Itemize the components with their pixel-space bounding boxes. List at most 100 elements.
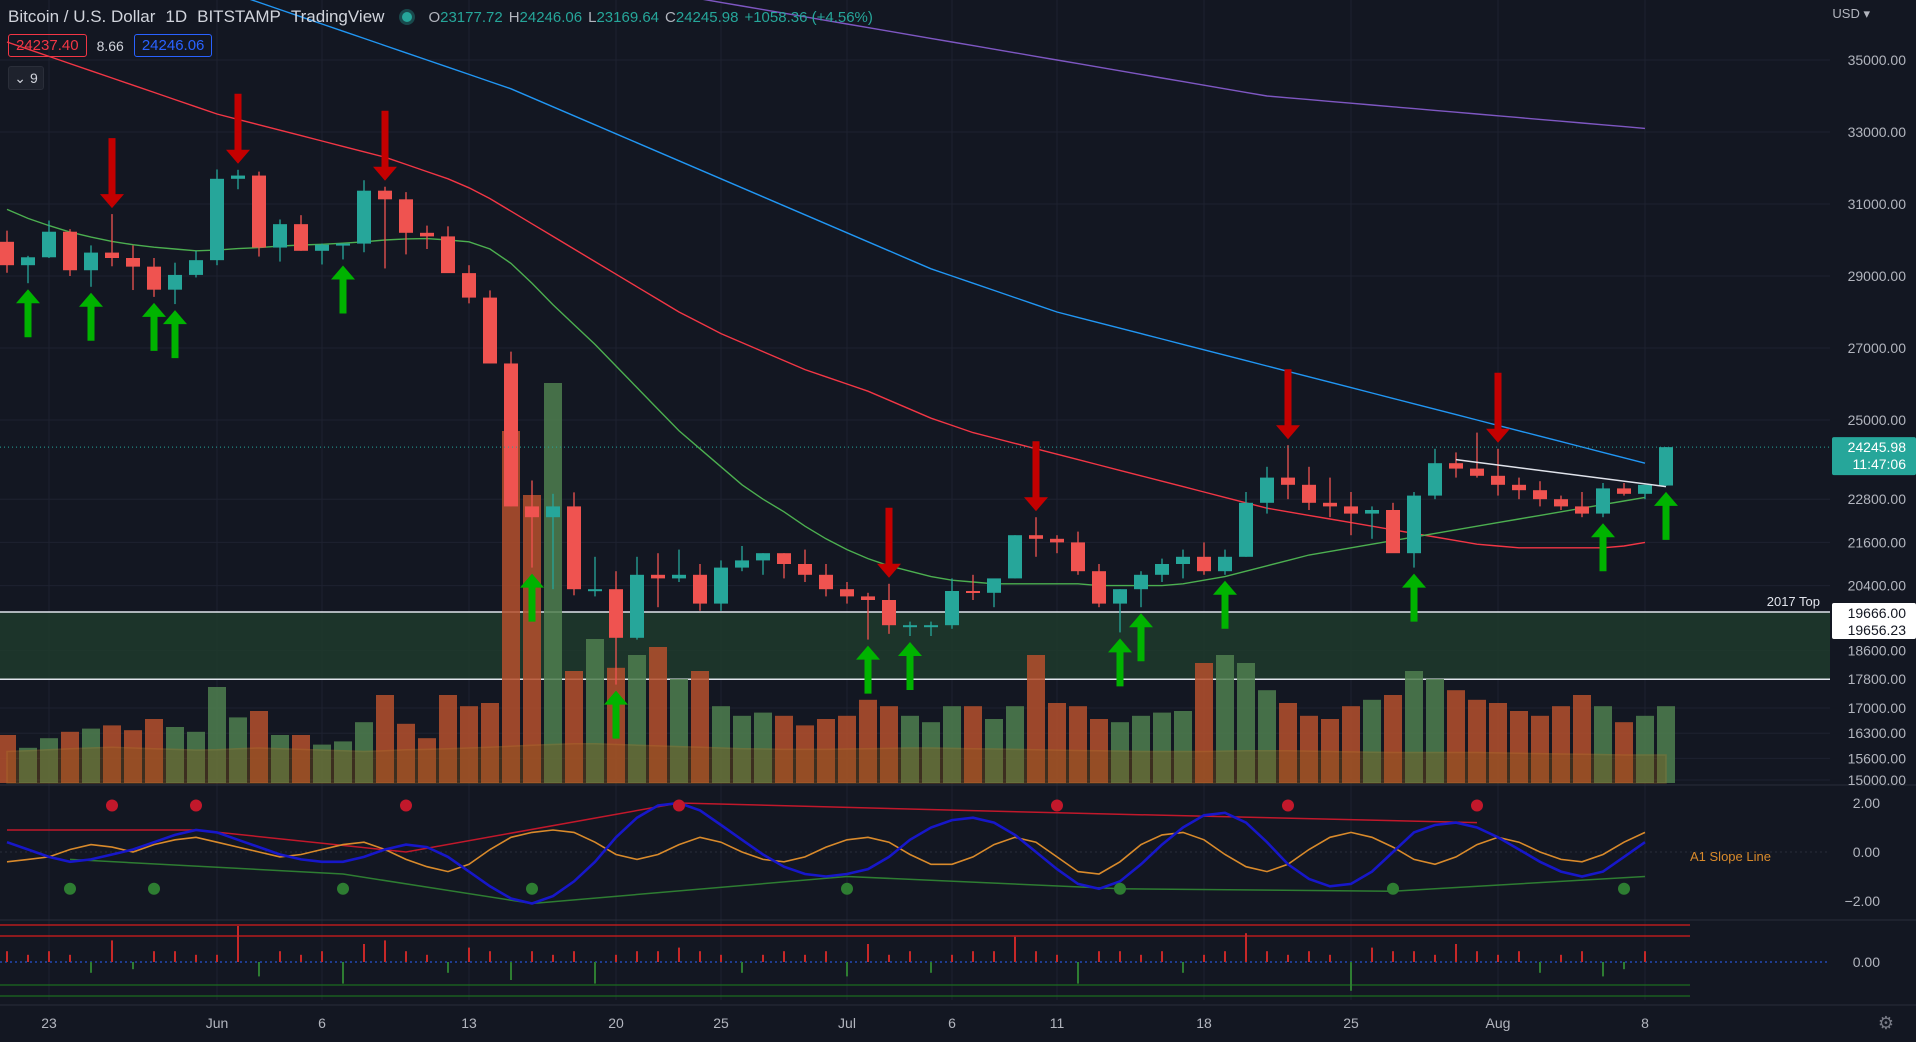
candle-body-15: [315, 244, 329, 251]
osc-blue-line: [6, 801, 1646, 905]
zone-low-label: 19656.23: [1848, 622, 1907, 638]
price-tick-5: 25000.00: [1848, 412, 1907, 428]
volume-bar-5: [103, 725, 121, 783]
volume-bar-67: [1405, 671, 1423, 783]
price-tick-3: 29000.00: [1848, 268, 1907, 284]
osc-green-dot-7: [1618, 882, 1630, 895]
candle-body-0: [0, 241, 14, 266]
volume-bar-70: [1468, 699, 1486, 783]
candle-body-57: [1197, 556, 1211, 572]
candle-body-33: [693, 574, 707, 604]
osc-tick-1: 0.00: [1853, 844, 1880, 860]
moving-averages: [6, 0, 1646, 587]
time-tick-7: 6: [948, 1015, 956, 1031]
candle-body-40: [840, 589, 854, 597]
candle-body-48: [1008, 535, 1022, 579]
buy-arrow-8: [898, 642, 922, 690]
candle-body-77: [1617, 488, 1631, 494]
volume-bar-18: [376, 695, 394, 783]
volume-bar-2: [40, 738, 58, 783]
volume-bar-55: [1153, 712, 1171, 783]
trade-buttons: 24237.40 8.66 24246.06: [8, 34, 213, 57]
currency-selector[interactable]: USD ▾: [1832, 6, 1870, 22]
candle-body-49: [1029, 535, 1043, 539]
time-tick-9: 18: [1196, 1015, 1212, 1031]
symbol-name[interactable]: Bitcoin / U.S. Dollar: [8, 7, 156, 26]
volume-bar-49: [1027, 655, 1045, 783]
candle-body-79: [1659, 447, 1673, 486]
interval-label[interactable]: 1D: [165, 7, 188, 26]
volume-bar-74: [1552, 706, 1570, 783]
candle-body-27: [567, 506, 581, 590]
osc-green-dot-4: [841, 882, 853, 895]
buy-price-button[interactable]: 24246.06: [133, 34, 213, 57]
buy-arrow-2: [142, 302, 166, 351]
candle-body-53: [1113, 589, 1127, 604]
sell-price-button[interactable]: 24237.40: [8, 34, 87, 57]
buy-arrow-9: [1108, 638, 1132, 687]
candle-body-34: [714, 567, 728, 604]
volume-bar-35: [733, 715, 751, 783]
volume-bar-13: [271, 735, 289, 783]
symbol-legend[interactable]: Bitcoin / U.S. Dollar 1D BITSTAMP Tradin…: [8, 6, 873, 28]
price-tick-6: 22800.00: [1848, 491, 1907, 507]
osc-green-dot-2: [337, 882, 349, 895]
source-label: TradingView: [290, 7, 385, 26]
high-value: 24246.06: [519, 8, 583, 26]
candle-body-30: [630, 574, 644, 638]
buy-arrow-1: [79, 292, 103, 341]
last-price-label: 24245.98: [1848, 439, 1907, 455]
volume-pane: [0, 383, 1675, 784]
candle-body-69: [1449, 463, 1463, 469]
time-tick-3: 13: [461, 1015, 477, 1031]
candle-body-64: [1344, 506, 1358, 514]
low-value: 23169.64: [596, 8, 660, 26]
time-tick-12: 8: [1641, 1015, 1649, 1031]
volume-bar-56: [1174, 711, 1192, 783]
ohlc-values: O23177.72 H24246.06 L23169.64 C24245.98 …: [428, 9, 872, 26]
candle-body-12: [252, 175, 266, 248]
price-tick-0: 35000.00: [1848, 52, 1907, 68]
volume-bar-36: [754, 712, 772, 783]
buy-arrow-11: [1213, 580, 1237, 629]
price-tick-9: 18600.00: [1848, 642, 1907, 658]
osc-green-dot-5: [1114, 882, 1126, 895]
sell-arrow-4: [1024, 441, 1048, 512]
volume-bar-78: [1636, 715, 1654, 783]
volume-bar-57: [1195, 663, 1213, 783]
candle-body-25: [525, 506, 539, 518]
price-tick-8: 20400.00: [1848, 578, 1907, 594]
candle-body-41: [861, 596, 875, 600]
candle-body-23: [483, 297, 497, 364]
candle-body-28: [588, 589, 602, 592]
candle-body-73: [1533, 490, 1547, 500]
price-tick-2: 31000.00: [1848, 196, 1907, 212]
volume-bar-14: [292, 735, 310, 783]
volume-bar-79: [1657, 706, 1675, 783]
price-tick-10: 17800.00: [1848, 671, 1907, 687]
axes: 35000.00 33000.00 31000.00 29000.00 27000.00…: [0, 52, 1916, 1031]
support-zone: 2017 Top: [0, 594, 1830, 680]
volume-bar-69: [1447, 690, 1465, 783]
volume-bar-71: [1489, 703, 1507, 783]
volume-bar-37: [775, 715, 793, 783]
candle-body-9: [189, 260, 203, 275]
time-tick-10: 25: [1343, 1015, 1359, 1031]
indicators-toggle[interactable]: ⌄ 9: [8, 66, 44, 90]
time-tick-2: 6: [318, 1015, 326, 1031]
volume-bar-31: [649, 647, 667, 783]
osc-red-trendline: [7, 802, 1478, 853]
candle-body-22: [462, 273, 476, 298]
candle-body-38: [798, 564, 812, 575]
candle-body-66: [1386, 510, 1400, 554]
candle-body-45: [945, 591, 959, 626]
candles: [0, 169, 1830, 685]
price-tick-1: 33000.00: [1848, 124, 1907, 140]
volume-bar-32: [670, 679, 688, 783]
volume-bar-8: [166, 727, 184, 783]
gear-icon[interactable]: ⚙: [1877, 1013, 1894, 1033]
candle-body-11: [231, 175, 245, 179]
sell-arrow-2: [373, 110, 397, 181]
volume-bar-34: [712, 706, 730, 783]
